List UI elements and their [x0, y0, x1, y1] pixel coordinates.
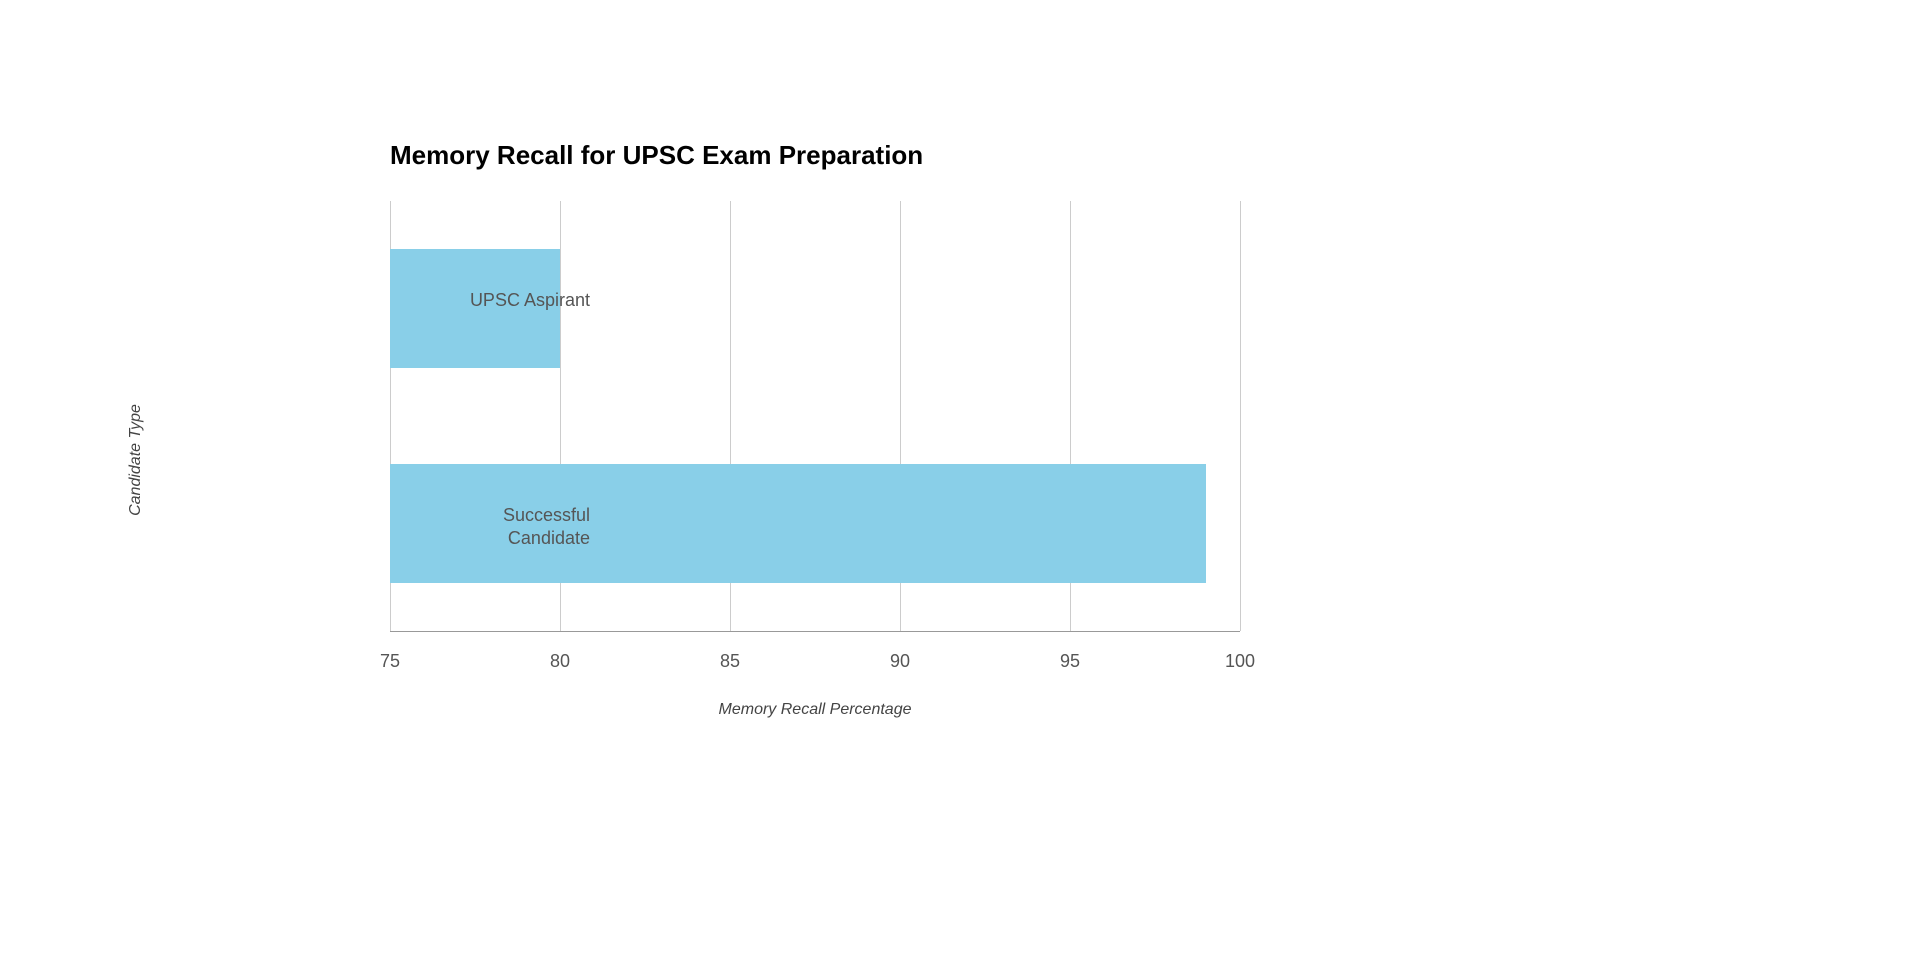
y-tick-label: SuccessfulCandidate — [410, 504, 590, 551]
x-tick-label: 90 — [890, 651, 910, 672]
chart-title: Memory Recall for UPSC Exam Preparation — [360, 140, 1460, 171]
x-tick-label: 80 — [550, 651, 570, 672]
x-axis-line — [390, 631, 1240, 632]
chart-container: Memory Recall for UPSC Exam Preparation … — [360, 140, 1460, 701]
grid-line — [1240, 201, 1241, 631]
x-tick-label: 100 — [1225, 651, 1255, 672]
x-tick-label: 85 — [720, 651, 740, 672]
x-tick-label: 75 — [380, 651, 400, 672]
plot-region — [390, 201, 1240, 631]
chart-area: Candidate Type Memory Recall Percentage … — [360, 201, 1460, 701]
x-tick-label: 95 — [1060, 651, 1080, 672]
y-tick-label: UPSC Aspirant — [410, 289, 590, 312]
y-axis-label: Candidate Type — [127, 404, 145, 516]
x-axis-label: Memory Recall Percentage — [719, 701, 912, 719]
